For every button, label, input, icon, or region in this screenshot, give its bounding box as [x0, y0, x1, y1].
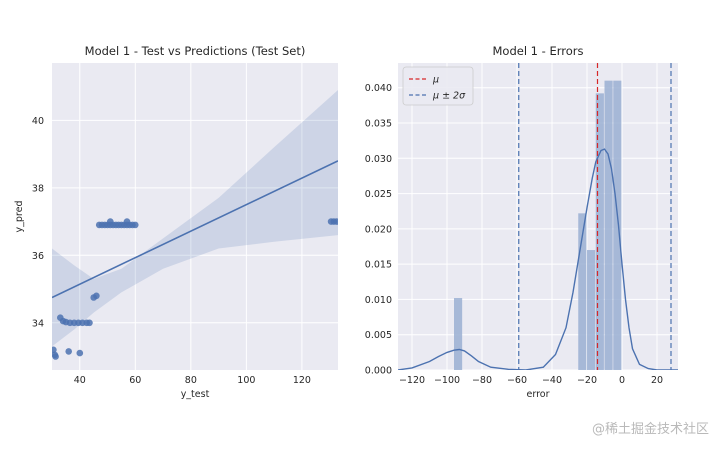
- chart-2: −120 −100 −80 −60 −40 −20 0 20 0.000 0.005 0.010 0.…: [365, 44, 678, 400]
- histogram-bar: [613, 80, 622, 370]
- legend: μ μ ± 2σ: [402, 66, 474, 106]
- x-tick-label-4: 120: [293, 375, 311, 386]
- data-point: [52, 353, 59, 360]
- plot-area: [398, 63, 678, 370]
- x-tick-label-2: 80: [185, 375, 197, 386]
- data-point: [93, 292, 100, 300]
- x-tick-label-2: −80: [472, 375, 492, 386]
- y-tick-label-2: 38: [32, 183, 44, 194]
- y-tick-label-3: 40: [32, 116, 44, 127]
- chart-2-title: Model 1 - Errors: [493, 44, 584, 58]
- chart-2-x-label: error: [527, 389, 550, 400]
- y-tick-label-2: 0.010: [365, 295, 392, 306]
- kde-curve: [398, 148, 678, 370]
- x-tick-label-4: −40: [542, 375, 562, 386]
- legend-box: [402, 66, 474, 106]
- histogram-bar: [587, 250, 596, 370]
- data-point: [132, 221, 139, 229]
- x-tick-label-1: 60: [129, 375, 141, 386]
- histogram-bar: [454, 298, 463, 370]
- y-tick-label-1: 0.005: [365, 330, 392, 341]
- x-tick-label-0: −120: [399, 375, 425, 386]
- x-tick-label-7: 20: [651, 375, 663, 386]
- plot-area: [52, 63, 338, 370]
- y-tick-label-0: 34: [32, 318, 44, 329]
- x-tick-label-3: 100: [237, 375, 255, 386]
- x-tick-label-1: −100: [434, 375, 460, 386]
- data-point: [107, 218, 114, 225]
- data-point: [76, 349, 84, 357]
- data-point: [86, 319, 93, 327]
- x-tick-label-0: 40: [74, 375, 86, 386]
- legend-entry-0: μ: [432, 75, 439, 86]
- data-point: [123, 218, 131, 225]
- chart-1-x-label: y_test: [181, 389, 210, 400]
- histogram-bar: [604, 80, 613, 370]
- y-tick-label-0: 0.000: [365, 366, 392, 377]
- x-tick-label-3: −60: [507, 375, 527, 386]
- histogram-bar: [578, 213, 587, 370]
- histogram-bar: [595, 93, 604, 370]
- y-tick-label-6: 0.030: [365, 154, 392, 165]
- legend-entry-1: μ ± 2σ: [432, 91, 466, 102]
- x-tick-label-6: 0: [619, 375, 625, 386]
- x-tick-label-5: −20: [577, 375, 597, 386]
- y-tick-label-1: 36: [32, 251, 44, 262]
- regression-line: [52, 160, 338, 299]
- watermark: @稀土掘金技术社区: [591, 422, 709, 437]
- y-tick-label-7: 0.035: [365, 118, 392, 129]
- chart-1: 40 60 80 100 120 34 36 38 40 Model 1 - Test vs Pr…: [14, 44, 338, 400]
- y-tick-label-8: 0.040: [365, 83, 392, 94]
- chart-1-y-label: y_pred: [14, 201, 25, 233]
- data-point: [65, 348, 72, 355]
- y-tick-label-3: 0.015: [365, 260, 392, 271]
- data-point: [52, 346, 57, 354]
- y-tick-label-4: 0.020: [365, 224, 392, 235]
- chart-1-title: Model 1 - Test vs Predictions (Test Set): [85, 44, 306, 58]
- confidence-band: [52, 90, 338, 347]
- y-tick-label-5: 0.025: [365, 189, 392, 200]
- data-point: [333, 218, 338, 225]
